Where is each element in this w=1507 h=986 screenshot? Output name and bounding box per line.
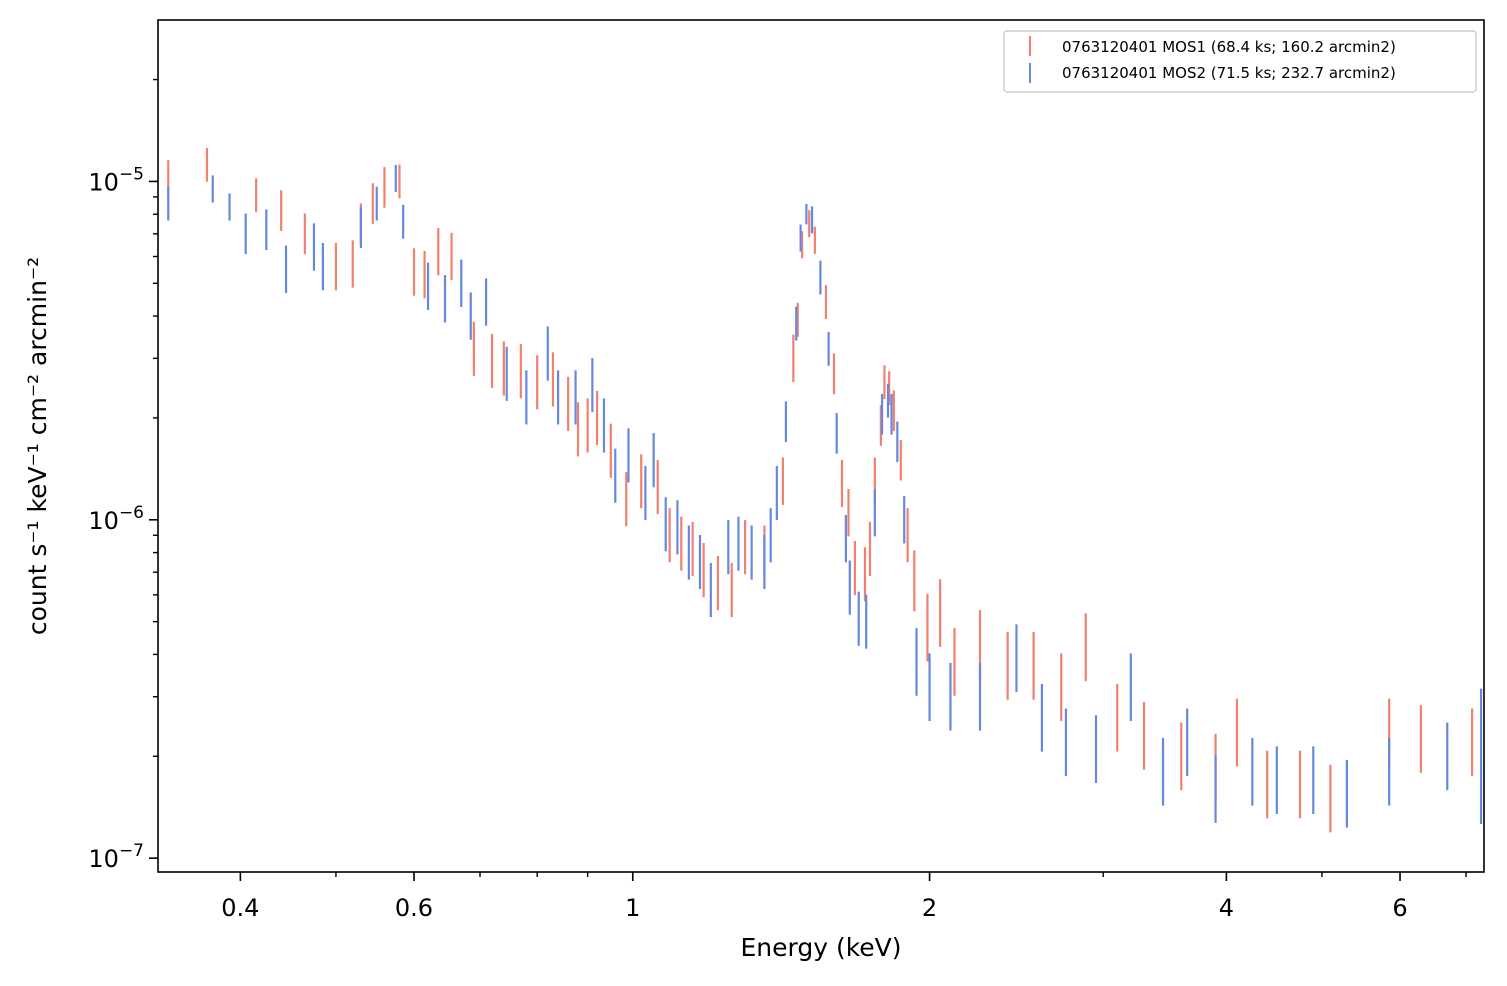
y-tick-label: 10−7 [88,841,144,873]
x-tick-label: 0.4 [221,894,259,922]
x-tick-label: 6 [1392,894,1407,922]
legend: 0763120401 MOS1 (68.4 ks; 160.2 arcmin2)… [1003,30,1477,93]
y-tick-label: 10−5 [88,164,144,196]
series-mos2 [167,164,1483,828]
x-tick-label: 1 [625,894,640,922]
series-mos1 [167,147,1474,833]
legend-label-mos1: 0763120401 MOS1 (68.4 ks; 160.2 arcmin2) [1062,38,1396,56]
y-tick-label: 10−6 [88,503,144,535]
plot-frame [157,19,1485,873]
y-axis-label: count s⁻¹ keV⁻¹ cm⁻² arcmin⁻² [23,257,52,635]
x-tick-label: 0.6 [395,894,433,922]
series-layer [167,147,1483,833]
x-axis: 0.4 0.6 1 2 4 6 [221,872,1467,922]
x-axis-label: Energy (keV) [740,933,901,962]
x-tick-label: 4 [1219,894,1234,922]
x-tick-label: 2 [922,894,937,922]
legend-label-mos2: 0763120401 MOS2 (71.5 ks; 232.7 arcmin2) [1062,64,1396,82]
legend-box [1003,30,1477,93]
y-axis: 10−7 10−6 10−5 [88,78,158,873]
